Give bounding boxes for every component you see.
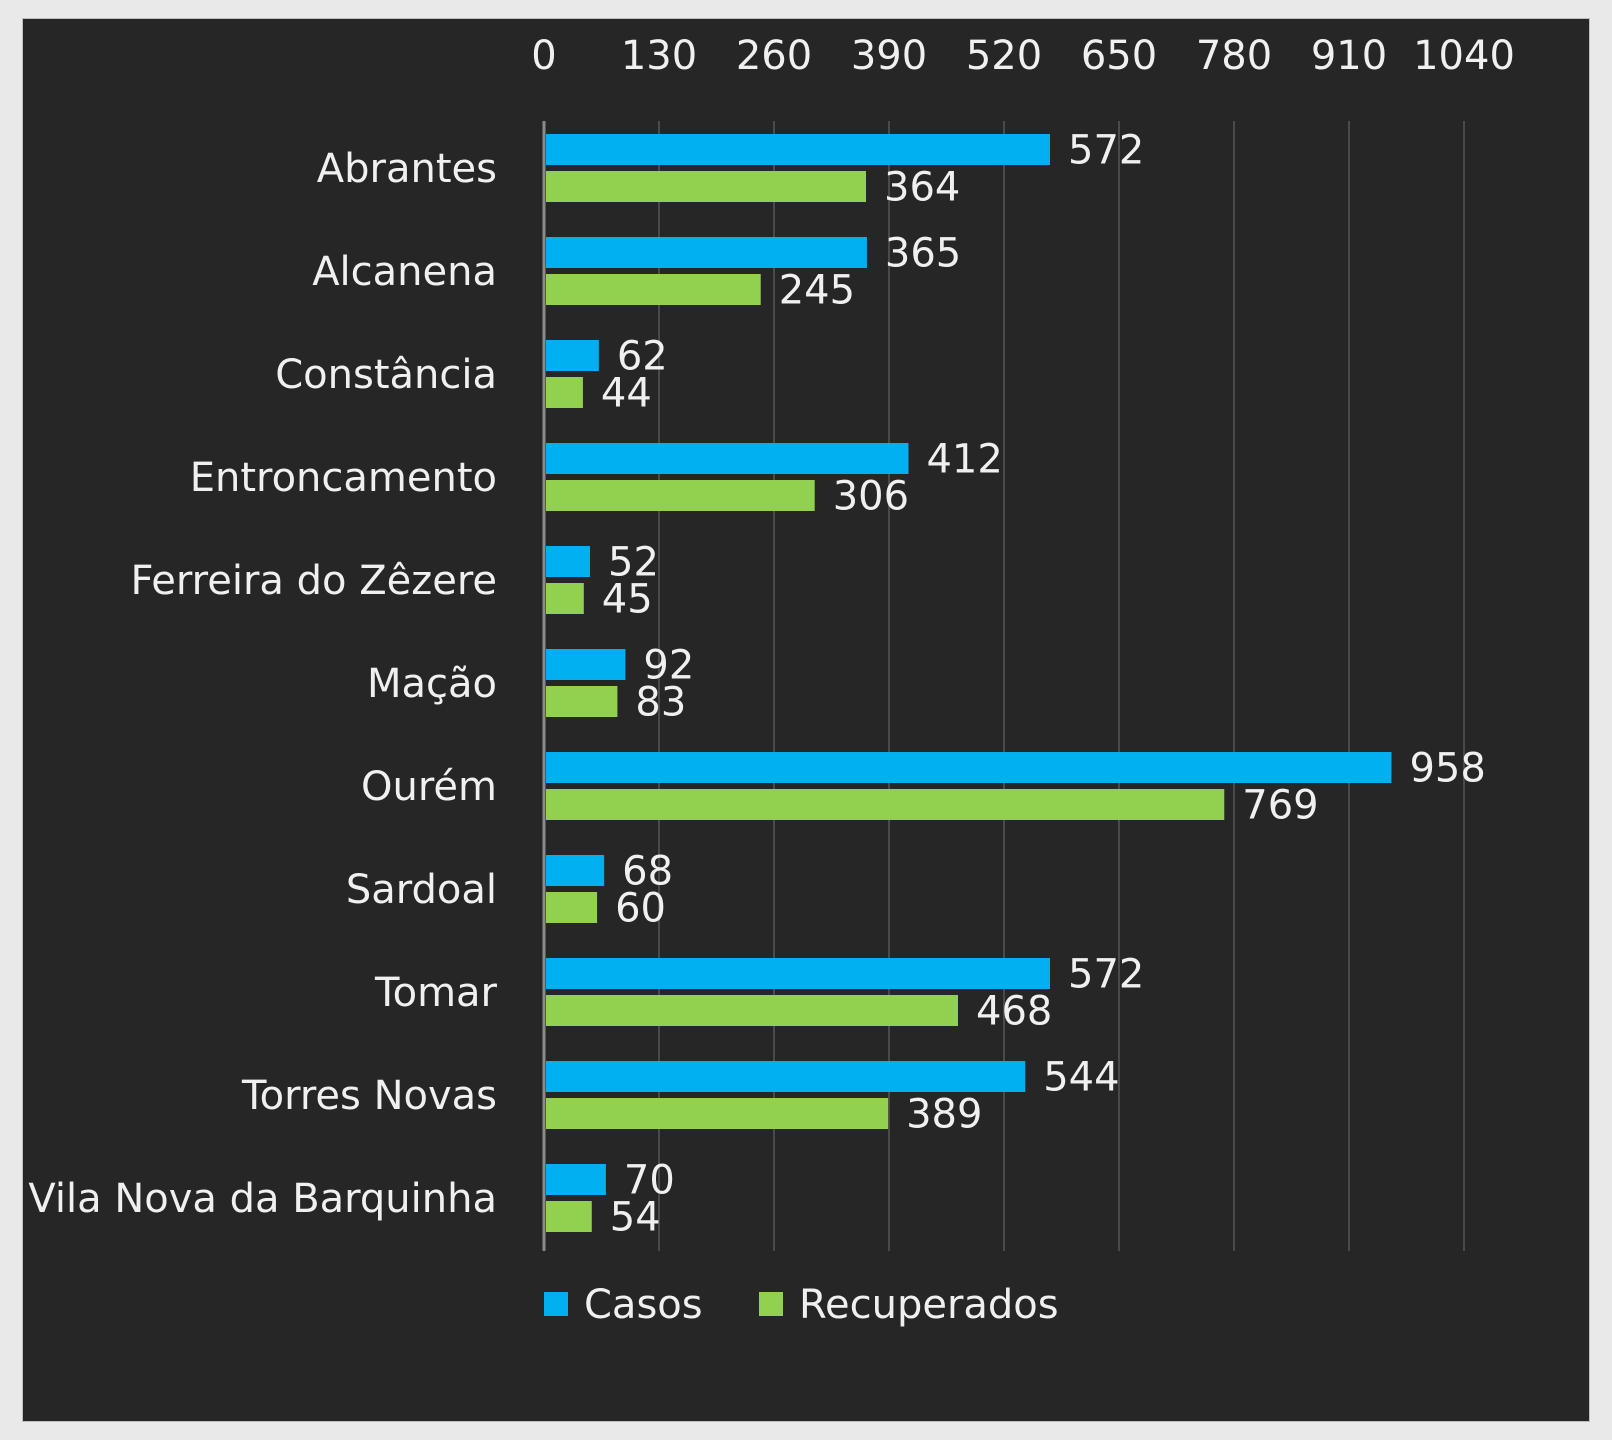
bar-recuperados [546,892,598,923]
data-label-casos: 70 [624,1158,675,1204]
bar-recuperados [546,480,815,511]
category-label: Mação [367,661,497,707]
category-label: Vila Nova da Barquinha [28,1176,497,1222]
bar-recuperados [546,1098,889,1129]
x-axis-ticks: 0 130 260 390 520 650 780 910 1040 [531,33,1515,79]
x-tick-label: 780 [1196,33,1272,79]
x-tick-label: 650 [1081,33,1157,79]
legend-label-recuperados: Recuperados [799,1282,1059,1328]
data-label-recuperados: 306 [833,474,909,520]
x-tick-label: 520 [966,33,1042,79]
category-label: Torres Novas [241,1073,497,1119]
bar-recuperados [546,686,618,717]
bar-recuperados [546,789,1225,820]
category-label: Ourém [361,764,497,810]
category-label: Abrantes [317,146,497,192]
x-tick-label: 0 [531,33,556,79]
data-label-casos: 572 [1068,952,1144,998]
legend: Casos Recuperados [544,1282,1059,1328]
bar-casos [546,958,1050,989]
bar-casos [546,1061,1026,1092]
bar-casos [546,752,1392,783]
bar-casos [546,649,626,680]
bar-recuperados [546,583,584,614]
x-tick-label: 390 [851,33,927,79]
data-label-casos: 62 [617,334,668,380]
bar-recuperados [546,995,958,1026]
category-label: Sardoal [346,867,497,913]
bars [546,134,1392,1232]
data-label-casos: 68 [622,849,673,895]
data-label-recuperados: 83 [635,680,686,726]
data-label-recuperados: 769 [1242,783,1318,829]
bar-recuperados [546,377,583,408]
x-tick-label: 260 [736,33,812,79]
bar-recuperados [546,171,866,202]
data-label-recuperados: 45 [602,577,653,623]
data-label-recuperados: 245 [779,268,855,314]
x-tick-label: 910 [1311,33,1387,79]
legend-swatch-recuperados [759,1292,783,1316]
bar-casos [546,855,605,886]
x-tick-label: 130 [621,33,697,79]
bar-casos [546,546,590,577]
bar-recuperados [546,274,761,305]
legend-label-casos: Casos [584,1282,703,1328]
chart-frame: 0 130 260 390 520 650 780 910 1040 Abrantes Alcan… [22,18,1590,1422]
data-label-casos: 572 [1068,128,1144,174]
bar-casos [546,340,599,371]
category-label: Tomar [374,970,498,1016]
data-label-casos: 958 [1409,746,1485,792]
x-tick-label: 1040 [1413,33,1515,79]
data-label-casos: 412 [926,437,1002,483]
category-label: Constância [275,352,497,398]
bar-casos [546,443,909,474]
data-label-casos: 365 [885,231,961,277]
bar-casos [546,134,1050,165]
data-label-recuperados: 389 [906,1092,982,1138]
data-label-casos: 52 [608,540,659,586]
category-label: Ferreira do Zêzere [130,558,497,604]
category-label: Entroncamento [190,455,497,501]
data-label-recuperados: 60 [615,886,666,932]
bar-casos [546,1164,606,1195]
data-label-recuperados: 44 [601,371,652,417]
gridlines [658,121,1465,1251]
bar-chart: 0 130 260 390 520 650 780 910 1040 Abrantes Alcan… [28,33,1515,1328]
data-label-casos: 92 [643,643,694,689]
bar-recuperados [546,1201,592,1232]
data-label-casos: 544 [1043,1055,1119,1101]
category-labels: Abrantes Alcanena Constância Entroncamento F… [28,146,497,1222]
data-label-recuperados: 364 [884,165,960,211]
legend-swatch-casos [544,1292,568,1316]
data-label-recuperados: 468 [976,989,1052,1035]
category-label: Alcanena [312,249,497,295]
data-label-recuperados: 54 [610,1195,661,1241]
bar-casos [546,237,867,268]
